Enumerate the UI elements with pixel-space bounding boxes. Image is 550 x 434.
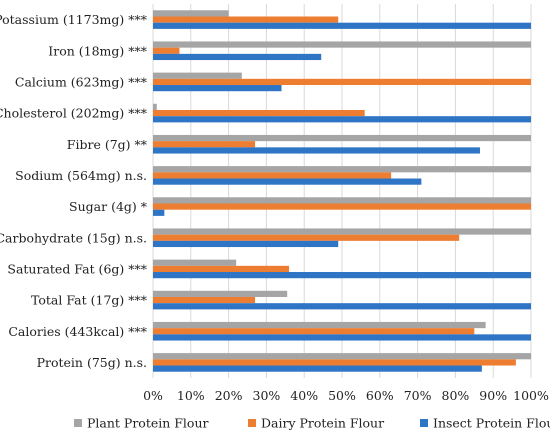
x-tick-label: 90% xyxy=(479,388,507,403)
bar-plant-protein-flour-saturated-fat xyxy=(153,259,237,266)
category-label: Protein (75g) n.s. xyxy=(37,355,147,370)
category-label: Carbohydrate (15g) n.s. xyxy=(0,230,147,245)
x-tick-label: 80% xyxy=(442,388,470,403)
bar-dairy-protein-flour-carbohydrate-n-s xyxy=(153,234,460,241)
legend-label-plant-protein-flour: Plant Protein Flour xyxy=(87,416,209,431)
category-label: Calories (443kcal) *** xyxy=(8,324,147,339)
bar-insect-protein-flour-iron xyxy=(153,53,322,61)
bar-dairy-protein-flour-sodium-n-s xyxy=(153,172,392,179)
bar-insect-protein-flour-sugar xyxy=(153,209,165,216)
bar-dairy-protein-flour-iron xyxy=(153,47,180,54)
category-label: Iron (18mg) *** xyxy=(48,43,147,58)
bar-insect-protein-flour-total-fat xyxy=(153,303,531,310)
bar-dairy-protein-flour-cholesterol xyxy=(153,109,365,117)
x-tick-label: 50% xyxy=(328,388,356,403)
gridlines xyxy=(152,4,532,378)
x-tick-label: 100% xyxy=(513,388,549,403)
bar-plant-protein-flour-carbohydrate-n-s xyxy=(153,228,531,235)
bar-plant-protein-flour-iron xyxy=(153,41,531,48)
bar-insect-protein-flour-potassium xyxy=(153,22,531,29)
bar-insect-protein-flour-protein-n-s xyxy=(153,365,482,372)
bar-plant-protein-flour-calcium xyxy=(153,72,242,79)
category-label: Cholesterol (202mg) *** xyxy=(0,106,148,121)
x-tick-label: 10% xyxy=(177,388,205,403)
x-tick-label: 30% xyxy=(253,388,281,403)
x-tick-label: 0% xyxy=(143,388,163,403)
category-label: Total Fat (17g) *** xyxy=(31,293,148,308)
legend: Plant Protein Flour Dairy Protein Flour In… xyxy=(74,416,550,431)
x-tick-label: 70% xyxy=(404,388,432,403)
x-tick-label: 60% xyxy=(366,388,394,403)
category-label: Fibre (7g) ** xyxy=(67,137,148,152)
bars xyxy=(153,10,531,372)
category-label: Sodium (564mg) n.s. xyxy=(15,168,147,183)
bar-dairy-protein-flour-total-fat xyxy=(153,296,256,304)
legend-swatch-dairy-protein-flour xyxy=(248,419,256,427)
bar-plant-protein-flour-potassium xyxy=(153,10,229,17)
x-tick-label: 40% xyxy=(290,388,318,403)
category-label: Potassium (1173mg) *** xyxy=(0,12,148,27)
x-tick-labels: 0% 10% 20% 30% 40% 50% 60% 70% 80% 90% 100% xyxy=(143,388,549,403)
legend-swatch-plant-protein-flour xyxy=(74,419,82,427)
bar-dairy-protein-flour-protein-n-s xyxy=(153,359,516,366)
bar-insect-protein-flour-calcium xyxy=(153,85,282,92)
category-label: Saturated Fat (6g) *** xyxy=(7,261,147,276)
bar-insect-protein-flour-fibre xyxy=(153,147,480,154)
bar-insect-protein-flour-sodium-n-s xyxy=(153,178,422,185)
category-labels: Potassium (1173mg) *** Iron (18mg) *** Cal… xyxy=(0,12,148,370)
bar-dairy-protein-flour-fibre xyxy=(153,141,256,148)
legend-label-dairy-protein-flour: Dairy Protein Flour xyxy=(261,416,384,431)
bar-plant-protein-flour-fibre xyxy=(153,134,531,142)
bar-insect-protein-flour-calories xyxy=(153,334,531,341)
bar-plant-protein-flour-cholesterol xyxy=(153,103,157,110)
bar-dairy-protein-flour-calories xyxy=(153,328,475,335)
bar-insect-protein-flour-cholesterol xyxy=(153,116,531,123)
bar-insect-protein-flour-carbohydrate-n-s xyxy=(153,240,339,248)
legend-label-insect-protein-flour: Insect Protein Flour xyxy=(433,416,550,431)
bar-plant-protein-flour-sugar xyxy=(153,197,531,204)
bar-insect-protein-flour-saturated-fat xyxy=(153,272,531,279)
category-label: Calcium (623mg) *** xyxy=(15,74,148,89)
bar-plant-protein-flour-total-fat xyxy=(153,290,288,297)
bar-plant-protein-flour-calories xyxy=(153,321,486,329)
category-label: Sugar (4g) * xyxy=(69,199,148,214)
bar-dairy-protein-flour-potassium xyxy=(153,16,339,23)
legend-swatch-insect-protein-flour xyxy=(420,419,428,427)
bar-dairy-protein-flour-sugar xyxy=(153,203,531,210)
bar-plant-protein-flour-protein-n-s xyxy=(153,353,531,360)
bar-plant-protein-flour-sodium-n-s xyxy=(153,166,531,173)
x-tick-label: 20% xyxy=(215,388,243,403)
bar-dairy-protein-flour-calcium xyxy=(153,78,531,86)
bar-dairy-protein-flour-saturated-fat xyxy=(153,265,290,273)
